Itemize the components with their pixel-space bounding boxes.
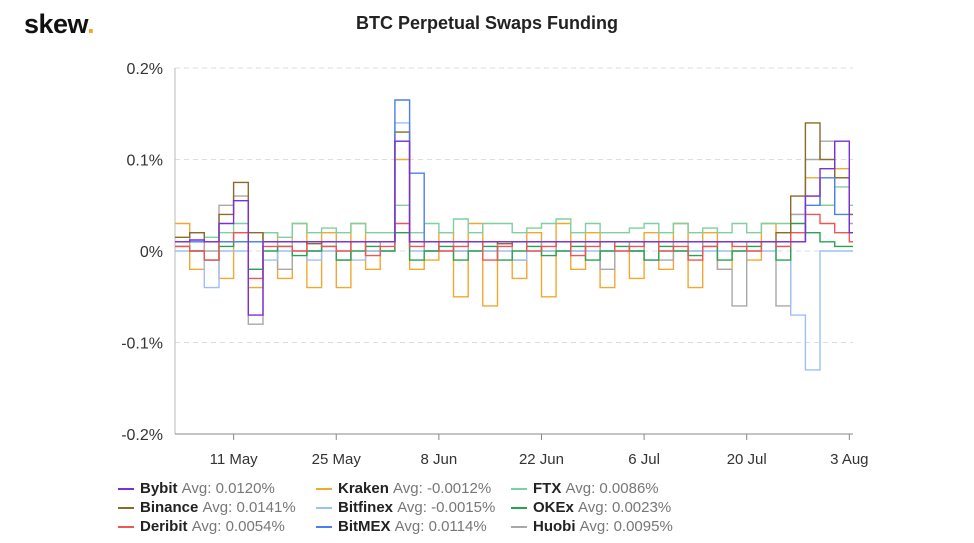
legend-item-okex[interactable]: OKEx Avg: 0.0023% <box>511 499 671 516</box>
y-tick-label: 0.2% <box>127 61 163 78</box>
skew-logo: skew. <box>24 9 95 40</box>
series-line-binance <box>175 122 853 245</box>
chart-title: BTC Perpetual Swaps Funding <box>355 13 619 33</box>
legend-avg: Avg: 0.0095% <box>579 518 673 535</box>
legend-swatch <box>511 526 527 529</box>
legend-name: Binance <box>140 499 199 516</box>
legend-name: Huobi <box>533 518 576 535</box>
legend-name: BitMEX <box>338 518 391 535</box>
y-tick-label: 0.1% <box>127 153 163 170</box>
legend-name: FTX <box>533 480 562 497</box>
legend-swatch <box>511 488 527 491</box>
x-tick-label: 8 Jun <box>421 451 458 468</box>
legend-avg: Avg: 0.0114% <box>394 518 487 535</box>
x-tick-label: 25 May <box>312 451 362 468</box>
legend-item-binance[interactable]: Binance Avg: 0.0141% <box>118 499 296 516</box>
series-line-bitmex <box>175 99 853 243</box>
legend-swatch <box>511 507 527 510</box>
legend-name: Deribit <box>140 518 188 535</box>
legend-swatch <box>316 526 332 529</box>
legend-swatch <box>316 488 332 491</box>
legend-avg: Avg: -0.0012% <box>393 480 492 497</box>
x-tick-label: 6 Jul <box>628 451 660 468</box>
logo-dot: . <box>87 9 95 39</box>
legend-swatch <box>316 507 332 510</box>
x-tick-label: 3 Aug <box>830 451 868 468</box>
legend-name: Bybit <box>140 480 178 497</box>
legend-avg: Avg: 0.0141% <box>202 499 296 516</box>
legend-item-kraken[interactable]: Kraken Avg: -0.0012% <box>316 480 491 497</box>
series-line-ftx <box>175 186 853 243</box>
legend-name: Bitfinex <box>338 499 394 516</box>
legend-swatch <box>118 526 134 529</box>
legend-avg: Avg: 0.0054% <box>191 518 285 535</box>
series-line-bybit <box>175 140 853 316</box>
x-tick-label: 20 Jul <box>727 451 767 468</box>
x-tick-label: 11 May <box>210 451 259 468</box>
legend-item-huobi[interactable]: Huobi Avg: 0.0095% <box>511 518 673 535</box>
legend-name: OKEx <box>533 499 574 516</box>
legend-avg: Avg: 0.0086% <box>565 480 659 497</box>
legend-item-deribit[interactable]: Deribit Avg: 0.0054% <box>118 518 285 535</box>
legend-swatch <box>118 488 134 491</box>
legend-avg: Avg: -0.0015% <box>397 499 496 516</box>
legend-avg: Avg: 0.0023% <box>578 499 672 516</box>
legend-item-bitfinex[interactable]: Bitfinex Avg: -0.0015% <box>316 499 495 516</box>
legend-item-bybit[interactable]: Bybit Avg: 0.0120% <box>118 480 275 497</box>
x-tick-label: 22 Jun <box>519 451 564 468</box>
legend-swatch <box>118 507 134 510</box>
legend-name: Kraken <box>338 480 389 497</box>
y-tick-label: 0% <box>140 244 163 261</box>
legend-avg: Avg: 0.0120% <box>181 480 275 497</box>
legend-item-ftx[interactable]: FTX Avg: 0.0086% <box>511 480 659 497</box>
y-tick-label: -0.2% <box>121 427 163 444</box>
logo-text: skew <box>24 9 88 39</box>
y-tick-label: -0.1% <box>121 336 163 353</box>
legend-item-bitmex[interactable]: BitMEX Avg: 0.0114% <box>316 518 487 535</box>
